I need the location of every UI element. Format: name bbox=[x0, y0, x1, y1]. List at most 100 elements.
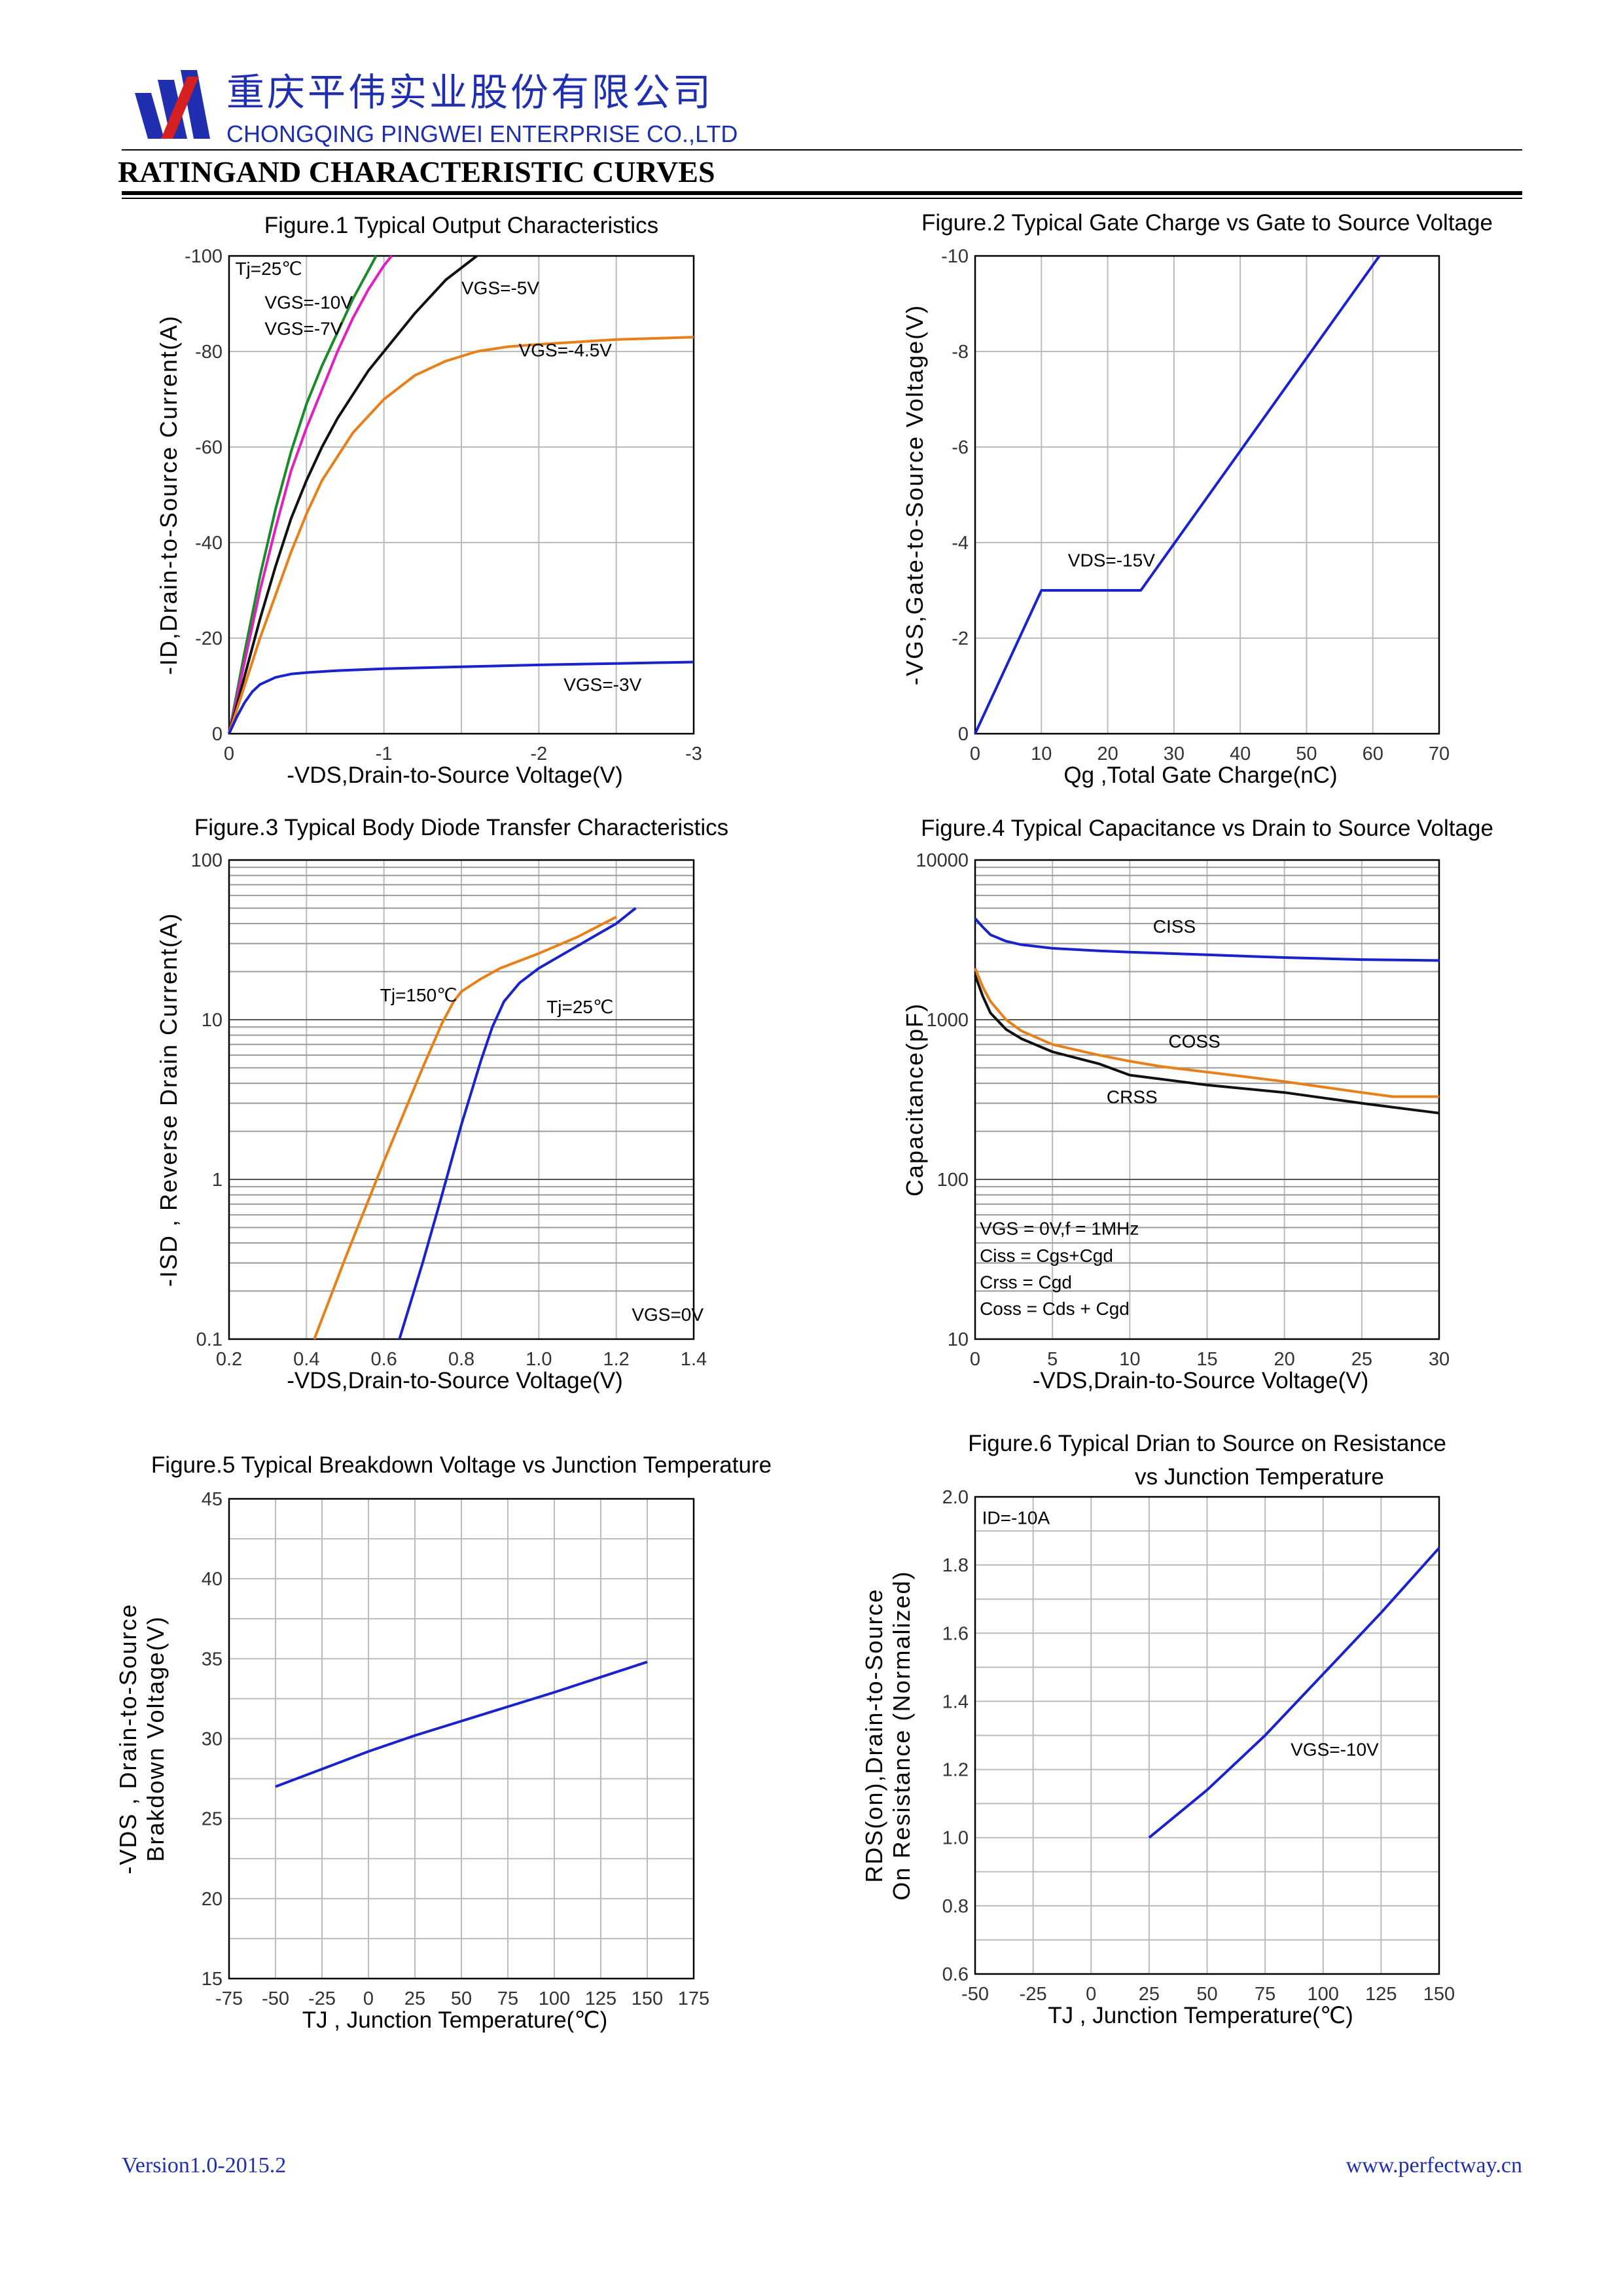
fig2-title: Figure.2 Typical Gate Charge vs Gate to … bbox=[921, 210, 1493, 236]
fig3-y-tick-label: 100 bbox=[191, 850, 223, 871]
fig5-y-tick-label: 40 bbox=[202, 1569, 223, 1590]
fig3-x-axis-label: -VDS,Drain-to-Source Voltage(V) bbox=[287, 1368, 623, 1393]
fig3-x-tick-label: 0.8 bbox=[448, 1349, 474, 1370]
fig6-y-axis-label: On Resistance (Normalized) bbox=[888, 1570, 915, 1900]
fig5-y-tick-label: 15 bbox=[202, 1969, 223, 1990]
title-rule-thin bbox=[122, 198, 1522, 199]
section-title: RATINGAND CHARACTERISTIC CURVES bbox=[118, 155, 715, 188]
fig6-x-tick-label: 150 bbox=[1423, 1984, 1455, 2005]
fig5-title: Figure.5 Typical Breakdown Voltage vs Ju… bbox=[151, 1452, 772, 1478]
fig5-x-tick-label: 125 bbox=[585, 1988, 616, 2009]
fig5-y-tick-label: 45 bbox=[202, 1489, 223, 1510]
fig6-y-tick-label: 1.8 bbox=[942, 1555, 969, 1576]
fig3-y-tick-label: 10 bbox=[202, 1010, 223, 1031]
title-rule-thick bbox=[122, 191, 1522, 195]
fig4-annotation: Ciss = Cgs+Cgd bbox=[980, 1246, 1113, 1266]
fig6-title: Figure.6 Typical Drian to Source on Resi… bbox=[968, 1431, 1446, 1456]
fig3-x-tick-label: 0.6 bbox=[371, 1349, 397, 1370]
fig1-series-4 bbox=[228, 660, 694, 734]
fig1-series-1 bbox=[228, 255, 393, 734]
fig4-x-tick-label: 15 bbox=[1196, 1349, 1217, 1370]
fig6-plot-frame bbox=[974, 1496, 1440, 1975]
fig3-annotation: VGS=0V bbox=[632, 1304, 704, 1325]
fig3-annotation: Tj=150℃ bbox=[380, 985, 457, 1005]
fig4-x-tick-label: 5 bbox=[1047, 1349, 1058, 1370]
fig6-x-tick-label: -50 bbox=[961, 1984, 989, 2005]
fig4-series-crss bbox=[974, 975, 1440, 1115]
fig3-series-1 bbox=[398, 906, 637, 1340]
fig6-x-tick-label: 50 bbox=[1196, 1984, 1217, 2005]
fig6-annotation: ID=-10A bbox=[982, 1508, 1050, 1528]
fig4-y-axis-label: Capacitance(pF) bbox=[901, 1003, 928, 1196]
fig6-y-tick-label: 1.4 bbox=[942, 1691, 969, 1712]
fig5-y-tick-label: 35 bbox=[202, 1649, 223, 1670]
fig2-x-tick-label: 40 bbox=[1230, 744, 1251, 764]
fig1-x-tick-label: -1 bbox=[376, 744, 393, 764]
fig4-x-axis-label: -VDS,Drain-to-Source Voltage(V) bbox=[1033, 1368, 1369, 1393]
company-name-english: CHONGQING PINGWEI ENTERPRISE CO.,LTD bbox=[226, 120, 738, 147]
fig5-x-tick-label: 150 bbox=[632, 1988, 663, 2009]
fig6-y-tick-label: 0.8 bbox=[942, 1896, 969, 1917]
fig6-annotation: VGS=-10V bbox=[1291, 1740, 1379, 1760]
fig6-y-tick-label: 1.6 bbox=[942, 1623, 969, 1644]
fig3-x-tick-label: 1.4 bbox=[681, 1349, 707, 1370]
fig1-y-tick-label: -80 bbox=[195, 342, 223, 363]
fig4-y-tick-label: 10000 bbox=[916, 850, 969, 871]
fig2-y-tick-label: 0 bbox=[958, 724, 969, 745]
fig2-x-tick-label: 50 bbox=[1296, 744, 1317, 764]
fig1-annotation: VGS=-3V bbox=[563, 674, 641, 694]
fig4-annotation: VGS = 0V,f = 1MHz bbox=[980, 1219, 1139, 1239]
fig2-y-tick-label: -6 bbox=[952, 437, 969, 458]
fig6-x-tick-label: 75 bbox=[1255, 1984, 1275, 2005]
fig4-x-tick-label: 30 bbox=[1429, 1349, 1450, 1370]
fig6-y-tick-label: 2.0 bbox=[942, 1487, 969, 1508]
fig1-annotation: VGS=-5V bbox=[461, 278, 539, 298]
fig5-x-tick-label: 100 bbox=[539, 1988, 570, 2009]
fig6-series-0 bbox=[1148, 1547, 1440, 1839]
fig4-y-tick-label: 1000 bbox=[926, 1010, 969, 1031]
fig6-x-tick-label: 25 bbox=[1139, 1984, 1160, 2005]
company-name-chinese: 重庆平伟实业股份有限公司 bbox=[226, 70, 714, 115]
fig3-title: Figure.3 Typical Body Diode Transfer Cha… bbox=[194, 815, 728, 840]
fig1-y-tick-label: -20 bbox=[195, 628, 223, 649]
fig2-y-tick-label: -10 bbox=[941, 246, 969, 267]
fig5-series-0 bbox=[275, 1660, 648, 1788]
fig3-x-tick-label: 0.4 bbox=[293, 1349, 319, 1370]
website-link[interactable]: www.perfectway.cn bbox=[1346, 2153, 1522, 2178]
fig3-series-0 bbox=[313, 916, 617, 1340]
fig4-x-tick-label: 25 bbox=[1351, 1349, 1372, 1370]
fig3-plot-frame bbox=[228, 859, 695, 1340]
fig1-annotation: VGS=-7V bbox=[264, 318, 342, 338]
fig6-y-tick-label: 1.2 bbox=[942, 1760, 969, 1781]
fig5-y-tick-label: 25 bbox=[202, 1809, 223, 1830]
fig5-x-tick-label: 175 bbox=[678, 1988, 709, 2009]
version-label: Version1.0-2015.2 bbox=[122, 2153, 287, 2178]
fig5-y-axis-label: Brakdown Voltage(V) bbox=[142, 1615, 169, 1861]
page-header: 重庆平伟实业股份有限公司 CHONGQING PINGWEI ENTERPRIS… bbox=[122, 60, 1522, 152]
fig6-x-tick-label: 0 bbox=[1086, 1984, 1096, 2005]
fig2-y-tick-label: -2 bbox=[952, 628, 969, 649]
fig3-annotation: Tj=25℃ bbox=[546, 997, 613, 1017]
fig4-title: Figure.4 Typical Capacitance vs Drain to… bbox=[921, 816, 1493, 841]
fig5-plot-frame bbox=[228, 1498, 695, 1980]
fig5-x-axis-label: TJ , Junction Temperature(℃) bbox=[302, 2007, 608, 2033]
fig1-y-tick-label: -60 bbox=[195, 437, 223, 458]
fig5-x-tick-label: 25 bbox=[404, 1988, 425, 2009]
fig5-x-tick-label: -75 bbox=[215, 1988, 243, 2009]
fig4-y-tick-label: 100 bbox=[937, 1170, 969, 1191]
fig5-y-tick-label: 20 bbox=[202, 1889, 223, 1910]
fig5-y-tick-label: 30 bbox=[202, 1729, 223, 1750]
fig1-x-tick-label: -2 bbox=[530, 744, 547, 764]
fig2-x-tick-label: 0 bbox=[970, 744, 980, 764]
fig4-annotation: CISS bbox=[1153, 916, 1196, 937]
fig5-y-axis-label: -VDS , Drain-to-Source bbox=[115, 1603, 141, 1874]
fig2-annotation: VDS=-15V bbox=[1068, 550, 1155, 571]
fig3-x-tick-label: 1.2 bbox=[603, 1349, 630, 1370]
fig5-x-tick-label: 75 bbox=[497, 1988, 518, 2009]
fig4-annotation: Crss = Cgd bbox=[980, 1272, 1072, 1292]
fig4-annotation: Coss = Cds + Cgd bbox=[980, 1299, 1130, 1319]
fig1-title: Figure.1 Typical Output Characteristics bbox=[264, 213, 658, 238]
fig3-y-tick-label: 0.1 bbox=[196, 1329, 223, 1350]
fig1-annotation: VGS=-4.5V bbox=[519, 340, 613, 360]
fig4-series-coss bbox=[974, 967, 1439, 1098]
